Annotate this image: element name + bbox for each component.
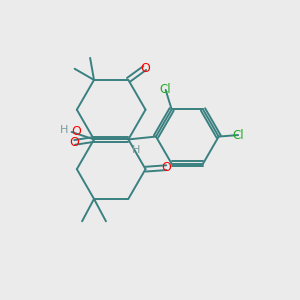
Text: O: O bbox=[71, 125, 81, 139]
Text: H: H bbox=[132, 145, 140, 155]
Text: Cl: Cl bbox=[160, 83, 172, 97]
Text: O: O bbox=[70, 136, 80, 149]
Text: O: O bbox=[161, 161, 171, 174]
Text: H: H bbox=[60, 125, 68, 136]
Text: O: O bbox=[140, 61, 150, 74]
Text: Cl: Cl bbox=[232, 129, 244, 142]
